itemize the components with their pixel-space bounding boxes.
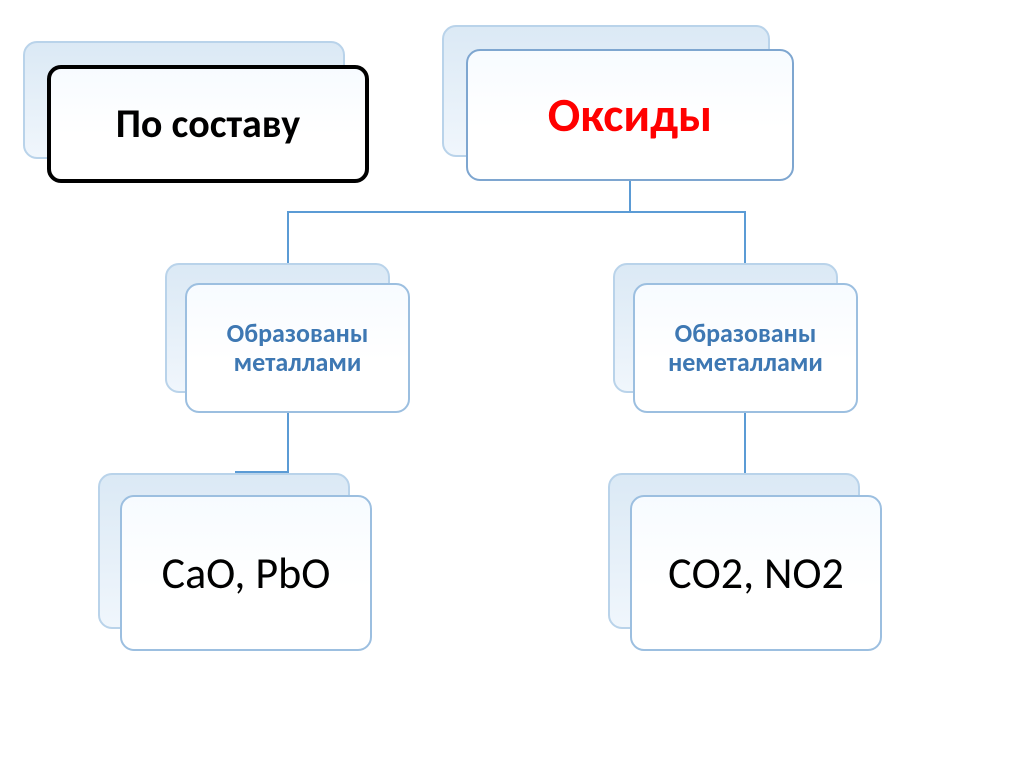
connector [287, 211, 289, 263]
right-branch-label: Образованы неметаллами [649, 319, 842, 376]
root-node: Оксиды [466, 49, 794, 181]
connector [629, 181, 631, 211]
left-leaf-label: СаО, РbО [162, 549, 331, 597]
connector [287, 413, 289, 473]
left-leaf-node: СаО, РbО [120, 495, 372, 651]
right-leaf-label: СО2, NО2 [668, 549, 844, 597]
title-node: По составу [47, 65, 369, 183]
root-label: Оксиды [548, 89, 712, 142]
title-label: По составу [116, 102, 301, 146]
right-leaf-node: СО2, NО2 [630, 495, 882, 651]
right-branch-node: Образованы неметаллами [633, 283, 858, 413]
left-branch-label: Образованы металлами [201, 319, 394, 376]
connector [287, 211, 744, 213]
connector [744, 211, 746, 263]
left-branch-node: Образованы металлами [185, 283, 410, 413]
